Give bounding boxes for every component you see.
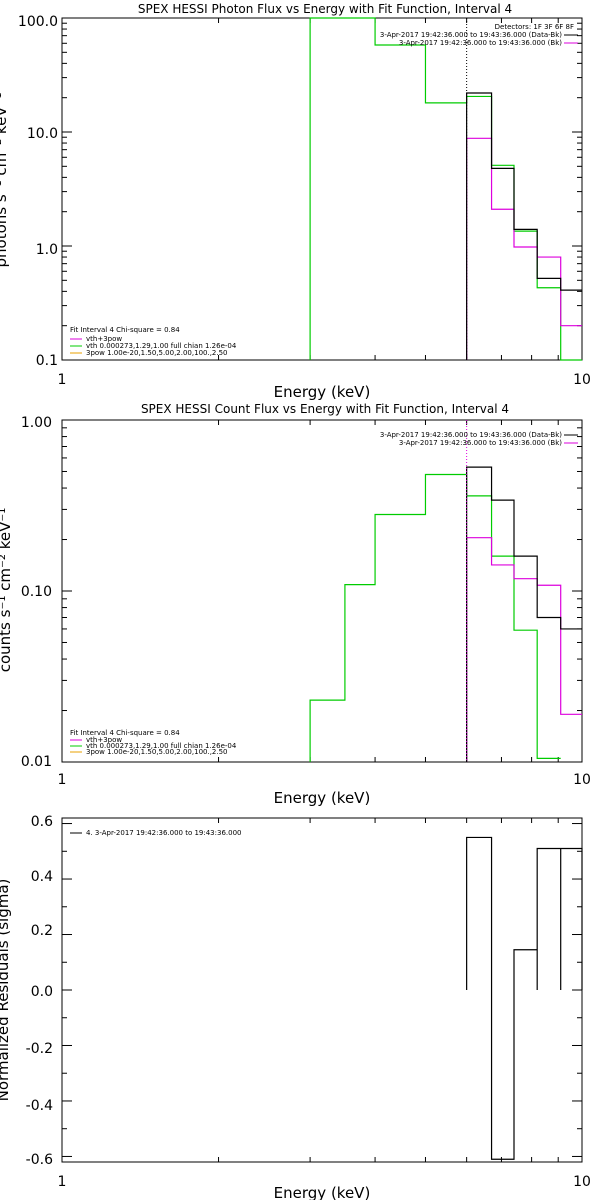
- residuals-legend-label: 4. 3-Apr-2017 19:42:36.000 to 19:43:36.0…: [86, 829, 241, 837]
- residuals-series-data: [466, 836, 583, 1160]
- residuals-panel: 0.6 0.4 0.2 0.0 -0.2 -0.4 -0.6 1 10 Ener…: [0, 814, 591, 1200]
- photon-flux-detectors-label: Detectors: 1F 3F 6F 8F: [495, 23, 574, 31]
- photon-flux-legend-pow: 3pow 1.00e-20,1.50,5.00,2.00,100.,2.50: [86, 349, 228, 357]
- residuals-xtick-10: 10: [573, 1174, 591, 1190]
- residuals-x-ticks: [61, 818, 583, 1162]
- photon-flux-series: [309, 17, 582, 361]
- count-flux-x-label: Energy (keV): [274, 789, 371, 807]
- photon-flux-ytick-100: 100.0: [18, 14, 58, 30]
- photon-flux-fit-interval: Fit Interval 4 Chi-square = 0.84: [70, 326, 180, 334]
- count-flux-legend-model: vth+3pow: [86, 736, 122, 744]
- photon-flux-xtick-10: 10: [573, 372, 591, 388]
- photon-flux-ytick-0.1: 0.1: [36, 353, 58, 369]
- count-flux-series: [309, 420, 582, 762]
- count-flux-y-label: counts s⁻¹ cm⁻² keV⁻¹: [0, 508, 14, 673]
- photon-flux-series-vth: [309, 17, 582, 361]
- photon-flux-xtick-1: 1: [58, 372, 67, 388]
- residuals-ytick-0.2: 0.2: [31, 923, 53, 939]
- count-flux-plot-frame: [61, 419, 583, 763]
- photon-flux-x-label: Energy (keV): [274, 383, 371, 401]
- count-flux-ytick-0.10: 0.10: [21, 584, 52, 600]
- count-flux-panel: SPEX HESSI Count Flux vs Energy with Fit…: [0, 402, 591, 807]
- residuals-y-ticks: [62, 823, 582, 1157]
- photon-flux-legend-vth: vth 0.000273,1.29,1.00 full chian 1.26e-…: [86, 342, 237, 350]
- residuals-ytick-neg0.2: -0.2: [26, 1041, 53, 1057]
- residuals-x-label: Energy (keV): [274, 1184, 371, 1200]
- count-flux-legend-pow: 3pow 1.00e-20,1.50,5.00,2.00,100.,2.50: [86, 748, 228, 756]
- count-flux-legend-vth: vth 0.000273,1.29,1.00 full chian 1.26e-…: [86, 742, 237, 750]
- photon-flux-plot-frame: [61, 17, 583, 361]
- residuals-ytick-neg0.6: -0.6: [26, 1152, 53, 1168]
- photon-flux-legend-model: vth+3pow: [86, 335, 122, 343]
- residuals-plot-frame: [61, 817, 583, 1163]
- residuals-series: [466, 836, 583, 1160]
- count-flux-title: SPEX HESSI Count Flux vs Energy with Fit…: [141, 402, 509, 416]
- photon-flux-ytick-10: 10.0: [27, 126, 58, 142]
- photon-flux-y-label: photons s⁻¹ cm⁻² keV⁻¹: [0, 93, 10, 268]
- count-flux-series-vth: [309, 473, 561, 762]
- residuals-xtick-1: 1: [58, 1174, 67, 1190]
- count-flux-xtick-10: 10: [573, 772, 591, 788]
- count-flux-ytick-0.01: 0.01: [21, 754, 52, 770]
- count-flux-ytick-1.00: 1.00: [21, 415, 52, 431]
- count-flux-x-ticks: [61, 420, 583, 762]
- count-flux-xtick-1: 1: [58, 772, 67, 788]
- photon-flux-series-data: [466, 92, 582, 360]
- count-flux-legend-bk: 3-Apr-2017 19:42:36.000 to 19:43:36.000 …: [399, 439, 562, 447]
- residuals-ytick-0.6: 0.6: [31, 814, 53, 830]
- photon-flux-series-bk: [466, 137, 582, 360]
- photon-flux-x-ticks: [61, 18, 583, 360]
- photon-flux-ytick-1: 1.0: [36, 242, 58, 258]
- photon-flux-legend-data-bk: 3-Apr-2017 19:42:36.000 to 19:43:36.000 …: [380, 31, 562, 39]
- count-flux-series-bk: [466, 537, 582, 762]
- count-flux-y-ticks: [62, 419, 582, 763]
- photon-flux-y-ticks: [62, 17, 582, 361]
- residuals-y-label: Normalized Residuals (sigma): [0, 879, 12, 1102]
- residuals-ytick-0.4: 0.4: [31, 869, 53, 885]
- photon-flux-title: SPEX HESSI Photon Flux vs Energy with Fi…: [138, 2, 512, 16]
- residuals-ytick-neg0.4: -0.4: [26, 1098, 53, 1114]
- photon-flux-panel: SPEX HESSI Photon Flux vs Energy with Fi…: [0, 2, 591, 401]
- photon-flux-legend-bk: 3-Apr-2017 19:42:36.000 to 19:43:36.000 …: [399, 39, 562, 47]
- count-flux-legend-data-bk: 3-Apr-2017 19:42:36.000 to 19:43:36.000 …: [380, 431, 562, 439]
- count-flux-series-data: [466, 466, 582, 762]
- residuals-ytick-0.0: 0.0: [31, 984, 53, 1000]
- count-flux-fit-interval: Fit Interval 4 Chi-square = 0.84: [70, 729, 180, 737]
